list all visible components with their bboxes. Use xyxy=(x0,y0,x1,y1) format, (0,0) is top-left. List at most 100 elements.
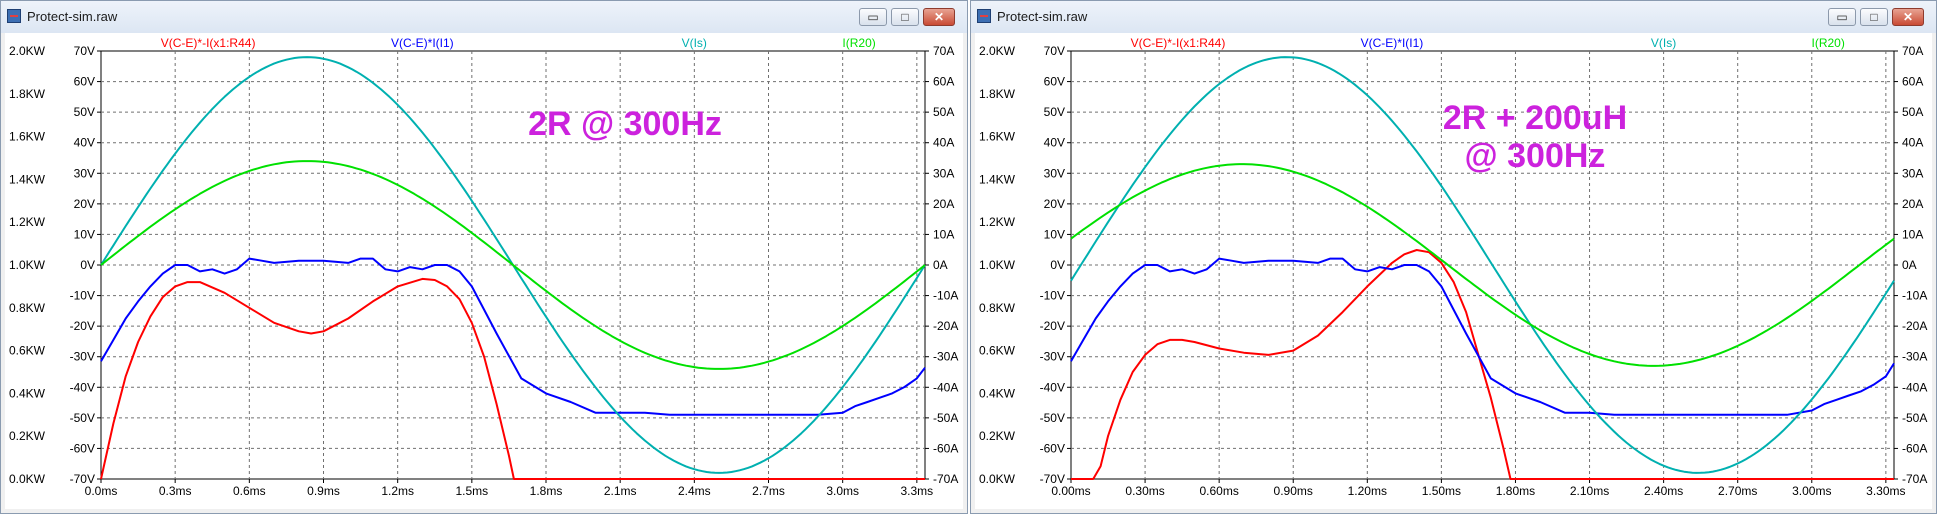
y-power-tick-label: 0.4KW xyxy=(9,386,46,400)
close-button[interactable]: ✕ xyxy=(923,8,955,26)
y-volt-tick-label: -60V xyxy=(70,441,95,455)
trace-label: V(C-E)*-I(x1:R44) xyxy=(1131,36,1226,50)
y-power-tick-label: 0.8KW xyxy=(9,301,46,315)
y-amp-tick-label: 0A xyxy=(1902,258,1917,272)
waveform-plot[interactable]: 0.00ms 0.30ms 0.60ms 0.90ms 1.20ms 1.50ms 1.80… xyxy=(975,33,1932,509)
waveform-plot[interactable]: 0.0ms 0.3ms 0.6ms 0.9ms 1.2ms 1.5ms 1.8ms 2.1ms… xyxy=(5,33,963,509)
x-tick-label: 0.9ms xyxy=(307,484,340,498)
y-amp-tick-label: 10A xyxy=(1902,227,1923,241)
y-amp-tick-label: -30A xyxy=(1902,350,1927,364)
y-volt-tick-label: -20V xyxy=(70,319,95,333)
y-amp-tick-label: 60A xyxy=(1902,75,1923,89)
plot-pane[interactable]: 0.0ms 0.3ms 0.6ms 0.9ms 1.2ms 1.5ms 1.8ms 2.1ms… xyxy=(5,33,963,509)
y-power-tick-label: 2.0KW xyxy=(979,44,1016,58)
trace-label: I(R20) xyxy=(1811,36,1844,50)
y-amp-tick-label: -20A xyxy=(1902,319,1927,333)
y-power-tick-label: 0.4KW xyxy=(979,386,1016,400)
y-power-tick-label: 2.0KW xyxy=(9,44,46,58)
y-power-tick-label: 1.8KW xyxy=(9,87,46,101)
x-tick-label: 2.4ms xyxy=(678,484,711,498)
x-tick-label: 0.90ms xyxy=(1274,484,1313,498)
y-amp-tick-label: 30A xyxy=(933,166,954,180)
y-power-tick-label: 1.2KW xyxy=(979,215,1016,229)
ltspice-waveform-icon xyxy=(977,9,991,23)
y-volt-tick-label: 40V xyxy=(74,136,95,150)
y-power-tick-label: 0.0KW xyxy=(979,472,1016,486)
y-volt-tick-label: -60V xyxy=(1040,441,1065,455)
plot-pane[interactable]: 0.00ms 0.30ms 0.60ms 0.90ms 1.20ms 1.50ms 1.80… xyxy=(975,33,1932,509)
close-button[interactable]: ✕ xyxy=(1892,8,1924,26)
trace-label: I(R20) xyxy=(842,36,875,50)
x-tick-label: 1.5ms xyxy=(455,484,488,498)
x-tick-label: 2.7ms xyxy=(752,484,785,498)
y-volt-tick-label: 0V xyxy=(80,258,95,272)
y-power-tick-label: 1.0KW xyxy=(9,258,46,272)
y-amp-tick-label: -10A xyxy=(1902,289,1927,303)
trace-label: V(Is) xyxy=(682,36,707,50)
waveform-window-right: Protect-sim.raw ▭ □ ✕ 0.00ms 0.30ms 0.60ms… xyxy=(970,0,1937,514)
x-tick-label: 3.3ms xyxy=(900,484,933,498)
title-bar[interactable]: Protect-sim.raw ▭ □ ✕ xyxy=(971,1,1936,33)
series-line-v-c-e-i-i1- xyxy=(1070,257,1895,416)
minimize-button[interactable]: ▭ xyxy=(859,8,887,26)
y-amp-tick-label: -50A xyxy=(933,411,958,425)
window-title: Protect-sim.raw xyxy=(997,9,1088,24)
y-amp-tick-label: -40A xyxy=(933,380,958,394)
y-volt-tick-label: -30V xyxy=(1040,350,1065,364)
y-volt-tick-label: 0V xyxy=(1050,258,1065,272)
y-power-tick-label: 0.6KW xyxy=(9,344,46,358)
x-tick-label: 2.40ms xyxy=(1644,484,1683,498)
y-amp-tick-label: 20A xyxy=(933,197,954,211)
y-amp-tick-label: -30A xyxy=(933,350,958,364)
y-amp-tick-label: -70A xyxy=(933,472,958,486)
y-power-tick-label: 1.6KW xyxy=(979,130,1016,144)
title-bar[interactable]: Protect-sim.raw ▭ □ ✕ xyxy=(1,1,967,33)
y-power-tick-label: 0.0KW xyxy=(9,472,46,486)
restore-button[interactable]: □ xyxy=(1860,8,1888,26)
y-volt-tick-label: -50V xyxy=(70,411,95,425)
x-tick-label: 1.80ms xyxy=(1496,484,1535,498)
x-tick-label: 0.00ms xyxy=(1051,484,1090,498)
y-amp-tick-label: -40A xyxy=(1902,380,1927,394)
plot-annotation: 2R + 200uH xyxy=(1443,99,1627,137)
y-amp-tick-label: -70A xyxy=(1902,472,1927,486)
x-tick-label: 2.70ms xyxy=(1718,484,1757,498)
y-volt-tick-label: 20V xyxy=(74,197,95,211)
y-power-tick-label: 1.2KW xyxy=(9,215,46,229)
restore-button[interactable]: □ xyxy=(891,8,919,26)
y-amp-tick-label: 40A xyxy=(1902,136,1923,150)
x-tick-label: 3.0ms xyxy=(826,484,859,498)
x-tick-label: 0.6ms xyxy=(233,484,266,498)
x-tick-label: 1.8ms xyxy=(530,484,563,498)
y-amp-tick-label: 50A xyxy=(1902,105,1923,119)
y-power-tick-label: 1.4KW xyxy=(9,172,46,186)
y-volt-tick-label: -10V xyxy=(1040,289,1065,303)
series-line-v-c-e-i-x1-r44- xyxy=(100,277,925,480)
y-power-tick-label: 1.6KW xyxy=(9,130,46,144)
y-volt-tick-label: -40V xyxy=(1040,380,1065,394)
y-volt-tick-label: 40V xyxy=(1044,136,1065,150)
window-title: Protect-sim.raw xyxy=(27,9,118,24)
x-tick-label: 0.0ms xyxy=(85,484,118,498)
y-amp-tick-label: -60A xyxy=(1902,441,1927,455)
x-tick-label: 2.10ms xyxy=(1570,484,1609,498)
trace-label: V(C-E)*I(I1) xyxy=(391,36,454,50)
y-volt-tick-label: -40V xyxy=(70,380,95,394)
y-volt-tick-label: 20V xyxy=(1044,197,1065,211)
trace-label: V(C-E)*-I(x1:R44) xyxy=(161,36,256,50)
y-amp-tick-label: 70A xyxy=(933,44,954,58)
y-volt-tick-label: 70V xyxy=(74,44,95,58)
series-line-i-r20- xyxy=(1070,163,1895,367)
x-tick-label: 1.20ms xyxy=(1348,484,1387,498)
series-line-i-r20- xyxy=(100,160,926,370)
x-tick-label: 1.50ms xyxy=(1422,484,1461,498)
ltspice-waveform-icon xyxy=(7,9,21,23)
y-amp-tick-label: 70A xyxy=(1902,44,1923,58)
plot-annotation: 2R @ 300Hz xyxy=(528,105,722,143)
y-amp-tick-label: 60A xyxy=(933,75,954,89)
y-volt-tick-label: -20V xyxy=(1040,319,1065,333)
minimize-button[interactable]: ▭ xyxy=(1828,8,1856,26)
y-amp-tick-label: -60A xyxy=(933,441,958,455)
waveform-window-left: Protect-sim.raw ▭ □ ✕ 0.0ms 0.3ms 0.6ms 0.9… xyxy=(0,0,968,514)
x-tick-label: 2.1ms xyxy=(604,484,637,498)
